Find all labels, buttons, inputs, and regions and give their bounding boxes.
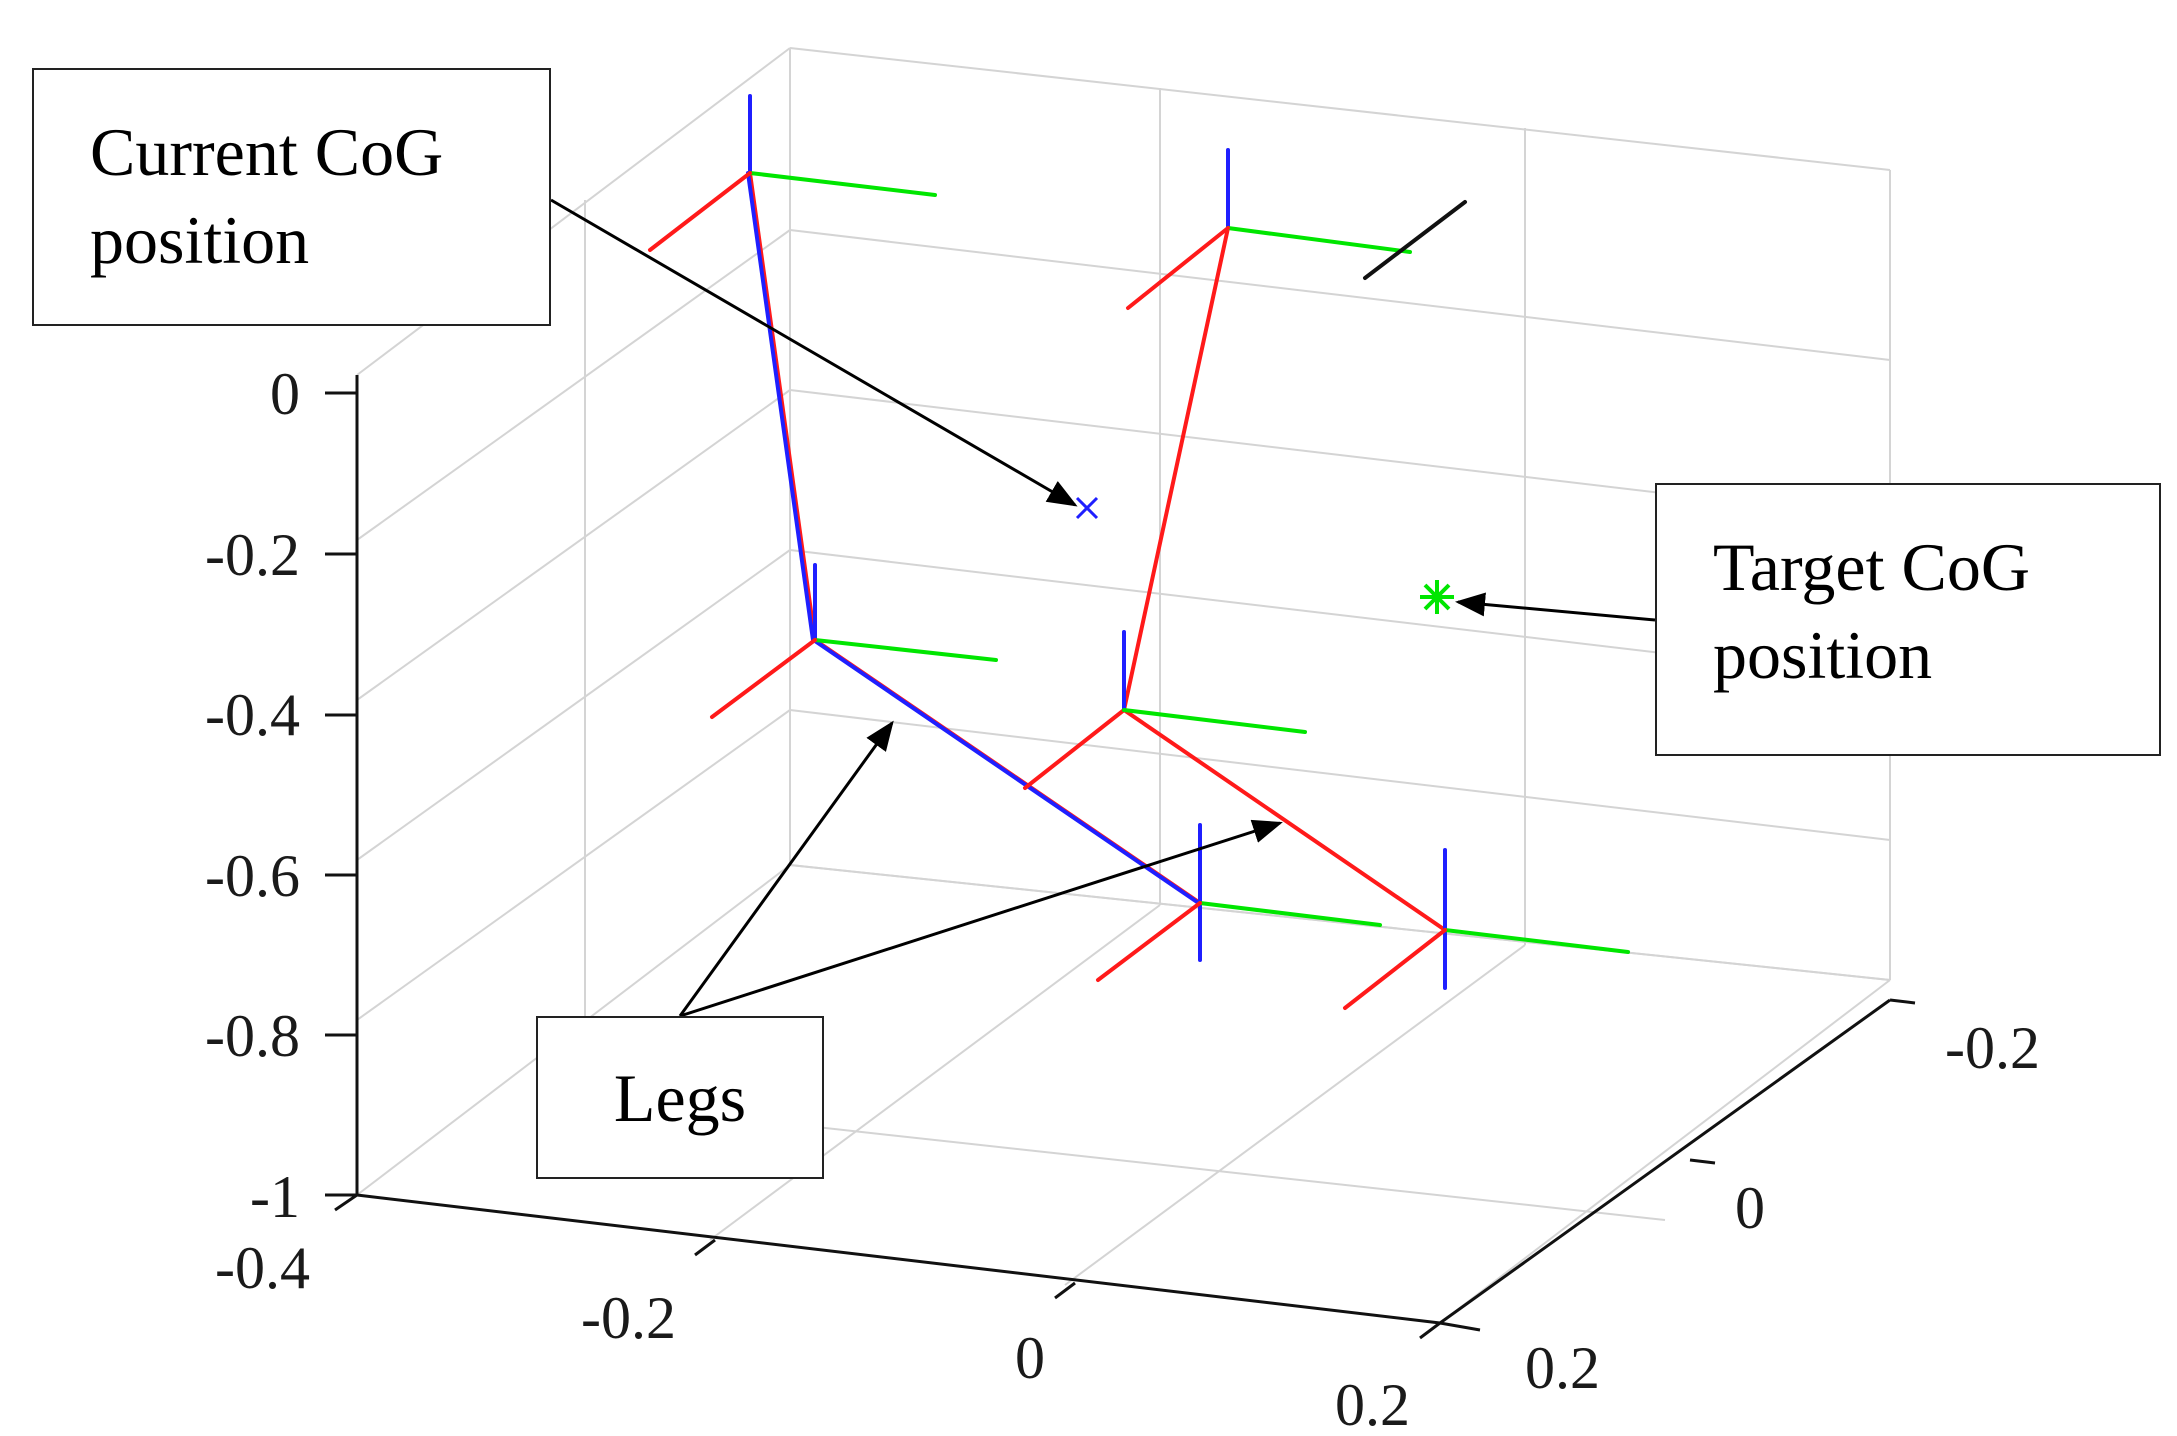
x-tick: 0.2 bbox=[1335, 1372, 1410, 1436]
z-tick: -1 bbox=[250, 1164, 300, 1230]
arrow-target bbox=[1455, 592, 1656, 622]
z-tick: 0 bbox=[270, 361, 300, 427]
current-cog-marker bbox=[1075, 496, 1099, 520]
annotation-line: Target CoG bbox=[1713, 529, 2030, 605]
leg-blue bbox=[746, 171, 1202, 906]
frame-4 bbox=[1122, 630, 1307, 734]
x-tick: 0 bbox=[1015, 1325, 1045, 1391]
annotation-target-cog: Target CoG position bbox=[1655, 483, 2161, 756]
z-tick: -0.2 bbox=[205, 522, 300, 588]
frame-6 bbox=[1343, 848, 1630, 1010]
x-tick: -0.4 bbox=[215, 1235, 310, 1301]
x-tick: -0.2 bbox=[581, 1285, 676, 1351]
leg-red bbox=[1023, 226, 1447, 932]
y-tick: -0.2 bbox=[1945, 1015, 2040, 1081]
annotation-current-cog: Current CoG position bbox=[32, 68, 551, 326]
z-tick: -0.6 bbox=[205, 843, 300, 909]
frame-2 bbox=[1126, 148, 1467, 310]
z-tick-labels: 0 -0.2 -0.4 -0.6 -0.8 -1 bbox=[205, 361, 300, 1230]
z-tick: -0.8 bbox=[205, 1003, 300, 1069]
y-tick: 0 bbox=[1735, 1175, 1765, 1241]
x-tick-labels: -0.4 -0.2 0 0.2 bbox=[215, 1235, 1410, 1436]
target-cog-marker bbox=[1420, 580, 1454, 614]
annotation-line: position bbox=[1713, 617, 1933, 693]
y-tick-labels: -0.2 0 0.2 bbox=[1525, 1015, 2040, 1401]
arrow-current bbox=[550, 198, 1078, 507]
annotation-legs: Legs bbox=[536, 1016, 824, 1179]
frame-1 bbox=[648, 94, 937, 252]
arrow-legs-blue bbox=[678, 720, 894, 1017]
y-tick: 0.2 bbox=[1525, 1335, 1600, 1401]
annotation-line: Current CoG bbox=[90, 114, 444, 190]
arrow-legs-red bbox=[679, 819, 1283, 1018]
annotation-line: Legs bbox=[613, 1060, 747, 1136]
z-tick: -0.4 bbox=[205, 682, 300, 748]
axes bbox=[325, 375, 1916, 1340]
annotation-arrows bbox=[550, 198, 1656, 1018]
frame-3 bbox=[710, 563, 998, 719]
annotation-line: position bbox=[90, 202, 310, 278]
